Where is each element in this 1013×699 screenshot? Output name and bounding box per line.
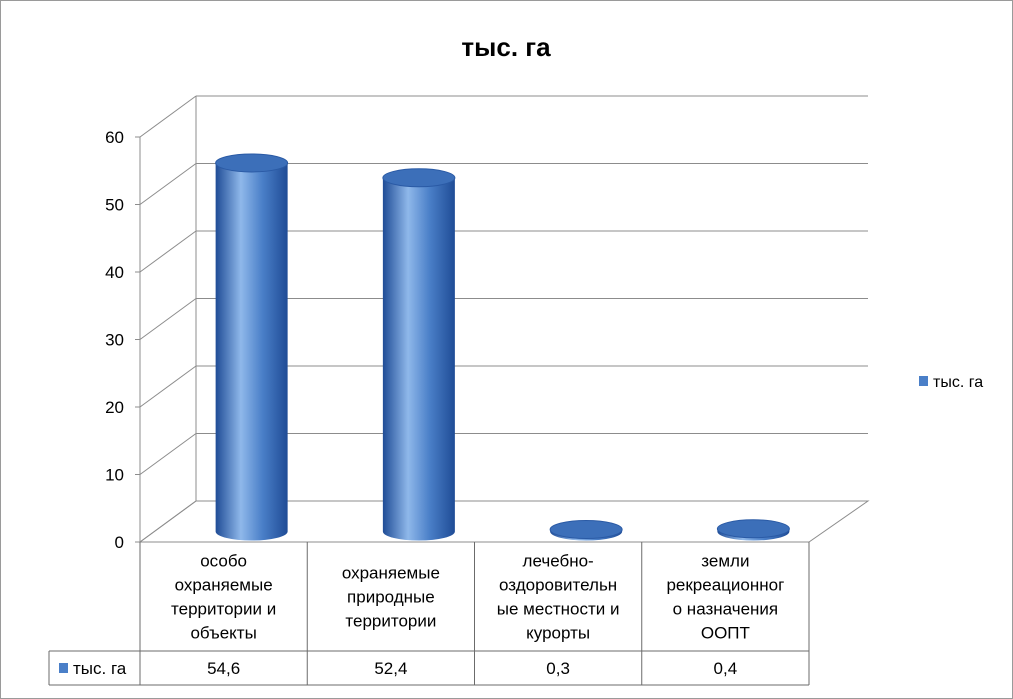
bar-cylinder: [215, 153, 289, 541]
category-label: охраняемые: [342, 564, 440, 583]
bar-cylinder: [716, 519, 790, 541]
gridline-side: [139, 500, 197, 543]
bar-cylinder: [549, 519, 623, 541]
y-tick-label: 30: [105, 331, 124, 350]
gridline-side: [139, 298, 197, 340]
y-tick-label: 10: [105, 466, 124, 485]
category-label: земли: [701, 552, 749, 571]
gridline-side: [139, 95, 197, 138]
bar-top: [716, 519, 790, 539]
gridline-side: [139, 365, 197, 408]
table-series-swatch: [59, 663, 68, 673]
gridline-side: [139, 230, 197, 273]
bar-top: [382, 168, 456, 188]
bar-cylinder: [382, 168, 456, 541]
category-label: лечебно-: [523, 552, 594, 571]
data-table-value: 0,4: [714, 659, 738, 678]
y-tick-label: 40: [105, 263, 124, 282]
category-label: охраняемые: [175, 576, 273, 595]
chart-title: тыс. га: [461, 32, 551, 62]
data-table: особо охраняемые территории и объекты 54,6 ох…: [48, 542, 810, 686]
category-label: объекты: [190, 624, 256, 643]
y-tick-label: 0: [115, 533, 124, 552]
gridline-side: [139, 433, 197, 475]
bar-top: [215, 153, 289, 173]
category-label: природные: [347, 588, 435, 607]
category-label: курорты: [526, 624, 590, 643]
data-table-value: 0,3: [546, 659, 570, 678]
bar-body: [382, 177, 455, 541]
category-label: о назначения: [673, 600, 779, 619]
category-label: территории: [345, 612, 436, 631]
y-tick-label: 20: [105, 398, 124, 417]
legend-swatch: [919, 376, 928, 386]
y-tick-label: 60: [105, 128, 124, 147]
bar-body: [215, 162, 288, 541]
y-tick-label: 50: [105, 196, 124, 215]
gridline-side: [139, 163, 197, 205]
data-table-value: 52,4: [374, 659, 407, 678]
category-label: ООПТ: [701, 624, 750, 643]
category-label: рекреационног: [666, 576, 784, 595]
bars-layer: [215, 153, 790, 541]
legend: тыс. га: [919, 374, 983, 391]
category-label: территории и: [171, 600, 276, 619]
legend-label: тыс. га: [933, 374, 983, 391]
grid-layer: 0 10 20 30 40 50 60: [105, 95, 870, 552]
table-series-label: тыс. га: [73, 659, 127, 678]
bar-top: [549, 519, 623, 539]
data-table-value: 54,6: [207, 659, 240, 678]
category-label: оздоровительн: [499, 576, 617, 595]
category-label: ые местности и: [497, 600, 620, 619]
category-label: особо: [200, 552, 247, 571]
